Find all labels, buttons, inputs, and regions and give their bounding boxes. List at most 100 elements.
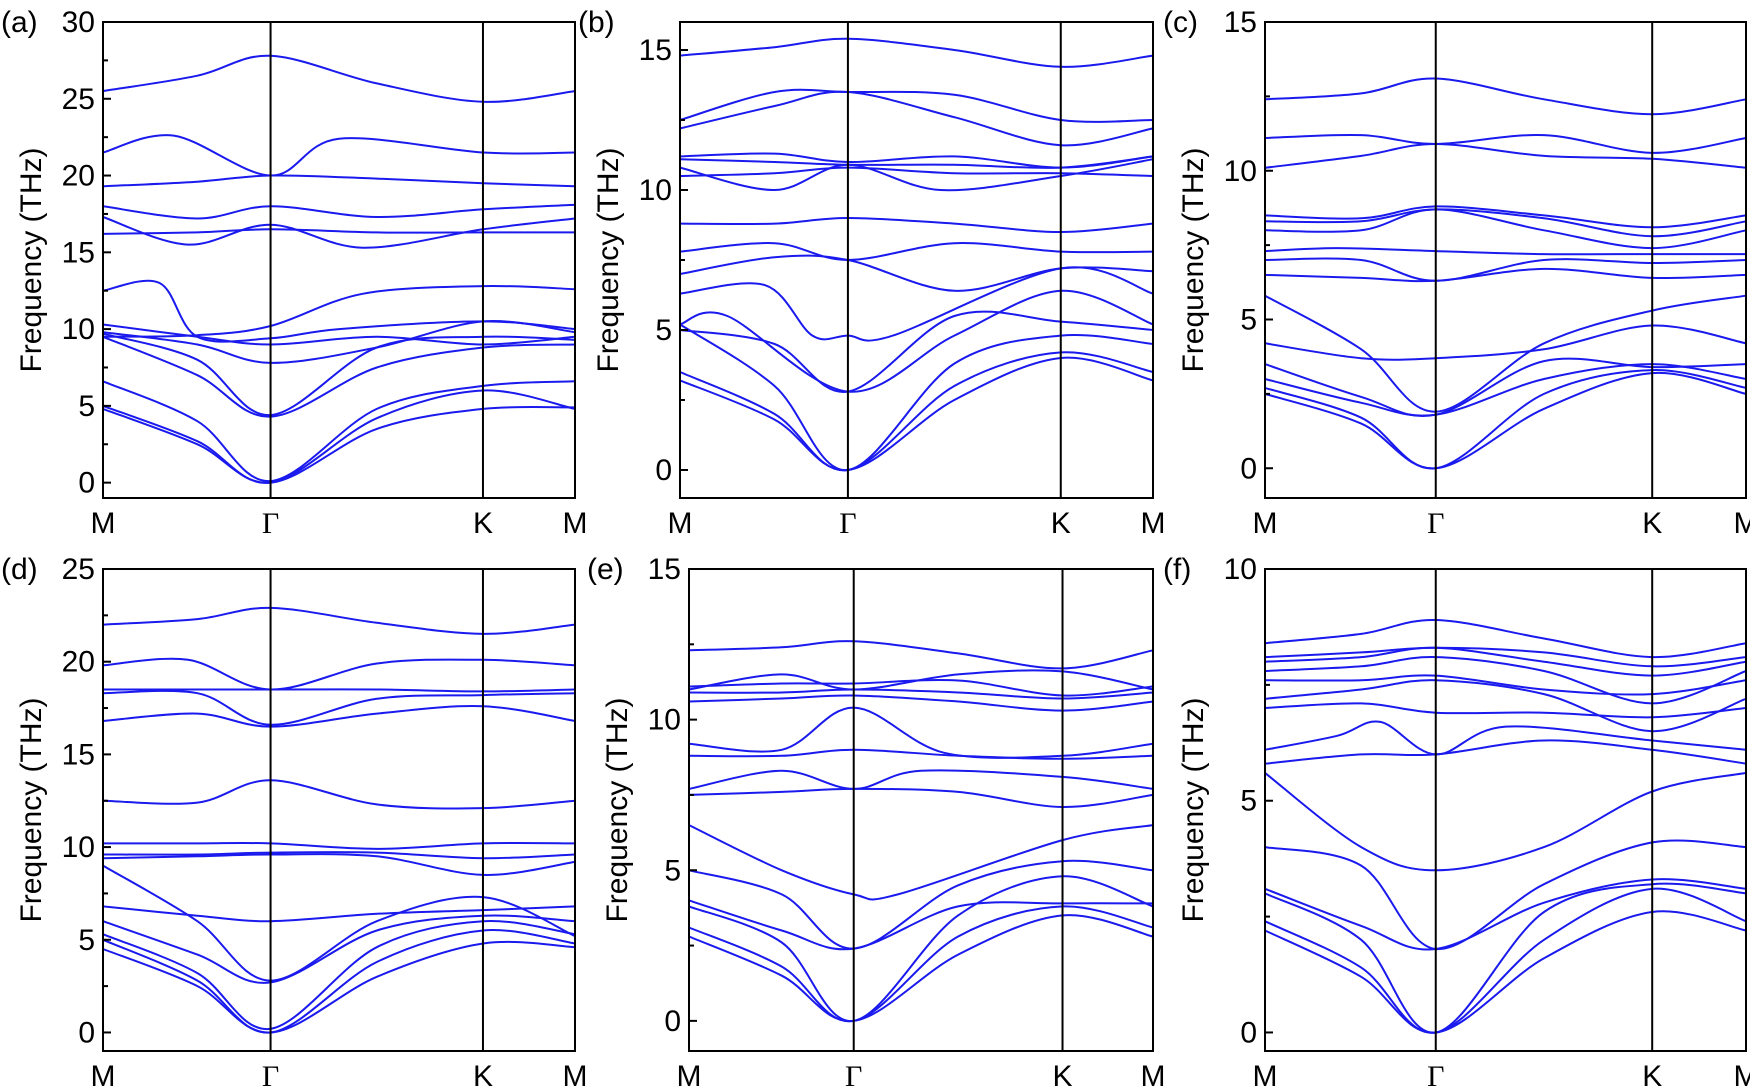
y-tick-label: 15 [648,553,681,586]
band-3 [102,380,576,483]
y-tick-label: 10 [639,174,672,207]
band-9 [103,841,576,850]
band-13 [103,688,576,693]
band-1 [102,940,576,1034]
band-11 [688,694,1154,712]
x-tick-label: M [91,1060,116,1091]
band-1 [1264,371,1747,470]
panel-label: (a) [1,6,38,39]
x-tick-label: M [677,1060,702,1091]
band-8 [679,242,1154,262]
x-tick-label: Γ [839,507,856,540]
band-11 [1264,208,1747,238]
band-5 [688,859,1154,950]
band-2 [102,389,576,484]
band-14 [1264,646,1747,668]
y-tick-label: 15 [1224,6,1257,39]
x-tick-label: Γ [262,507,279,540]
y-tick-label: 30 [62,6,95,39]
y-axis-label: Frequency (THz) [1177,147,1210,372]
y-tick-label: 5 [78,390,95,423]
y-axis-label: Frequency (THz) [15,147,48,372]
band-12 [688,688,1154,700]
x-tick-label: K [1053,1060,1073,1091]
band-3 [1264,363,1747,417]
x-tick-label: M [1141,1060,1166,1091]
band-13 [1264,142,1747,169]
plot-frame [102,568,576,1052]
band-14 [102,657,576,691]
panel-f: 0 5 10 M Γ K M Frequency (THz) (f) [1163,553,1750,1091]
band-14 [679,90,1154,147]
band-15 [1264,618,1747,659]
y-tick-label: 10 [1224,155,1257,188]
panel-label: (d) [1,553,38,586]
bands [1264,618,1747,1034]
x-tick-label: M [1141,507,1166,540]
band-6 [1264,294,1747,413]
y-tick-label: 0 [78,1016,95,1049]
y-tick-label: 10 [648,704,681,737]
band-3 [1264,882,1747,1034]
y-tick-label: 10 [1224,553,1257,586]
band-3 [679,323,1154,472]
y-tick-label: 15 [62,236,95,269]
panel-label: (f) [1163,553,1191,586]
band-12 [102,203,576,220]
x-tick-label: M [668,507,693,540]
band-10 [102,228,575,235]
x-tick-label: M [1734,507,1750,540]
band-4 [688,899,1154,951]
band-9 [102,284,576,338]
bands [679,37,1154,472]
y-axis-label: Frequency (THz) [592,147,625,372]
x-tick-label: M [563,507,588,540]
plot-frame [1264,21,1747,499]
band-4 [102,914,576,984]
x-tick-label: K [473,1060,493,1091]
panel-b: 0 5 10 15 M Γ K M Frequency (THz) (b) [578,6,1166,540]
band-13 [679,152,1154,169]
band-7 [1264,739,1747,765]
band-4 [679,310,1154,393]
band-12 [1264,656,1747,705]
x-tick-label: K [1642,1060,1662,1091]
x-tick-label: K [1051,507,1071,540]
y-tick-label: 0 [78,467,95,500]
y-tick-label: 25 [62,553,95,586]
y-tick-label: 5 [1240,304,1257,337]
x-tick-label: M [563,1060,588,1091]
band-13 [102,174,576,188]
band-6 [102,864,576,982]
band-2 [1264,887,1747,1034]
bands [102,606,576,1034]
y-tick-label: 10 [62,831,95,864]
bands [688,640,1154,1023]
panel-c: 0 5 10 15 M Γ K M Frequency (THz) (c) [1163,6,1750,540]
band-14 [1264,133,1747,154]
y-tick-label: 20 [62,160,95,193]
y-tick-label: 5 [78,924,95,957]
band-6 [688,824,1154,901]
panel-d: 0 5 10 15 20 25 M Γ K M Frequency (THz) (d) [1,553,588,1091]
band-13 [1264,646,1747,677]
band-8 [1264,720,1747,756]
y-tick-label: 0 [664,1005,681,1038]
band-9 [688,748,1154,760]
band-7 [688,787,1154,809]
band-2 [688,905,1154,1023]
band-8 [102,851,576,860]
band-15 [688,640,1154,670]
plot-frame [102,21,576,499]
band-9 [1264,247,1746,256]
panel-label: (c) [1163,6,1198,39]
y-tick-label: 0 [1240,1016,1257,1049]
band-10 [1264,679,1747,733]
bands [102,54,576,484]
band-9 [679,216,1154,234]
band-3 [688,875,1154,1022]
y-tick-label: 0 [1240,452,1257,485]
band-3 [102,919,576,1030]
band-11 [102,705,576,728]
